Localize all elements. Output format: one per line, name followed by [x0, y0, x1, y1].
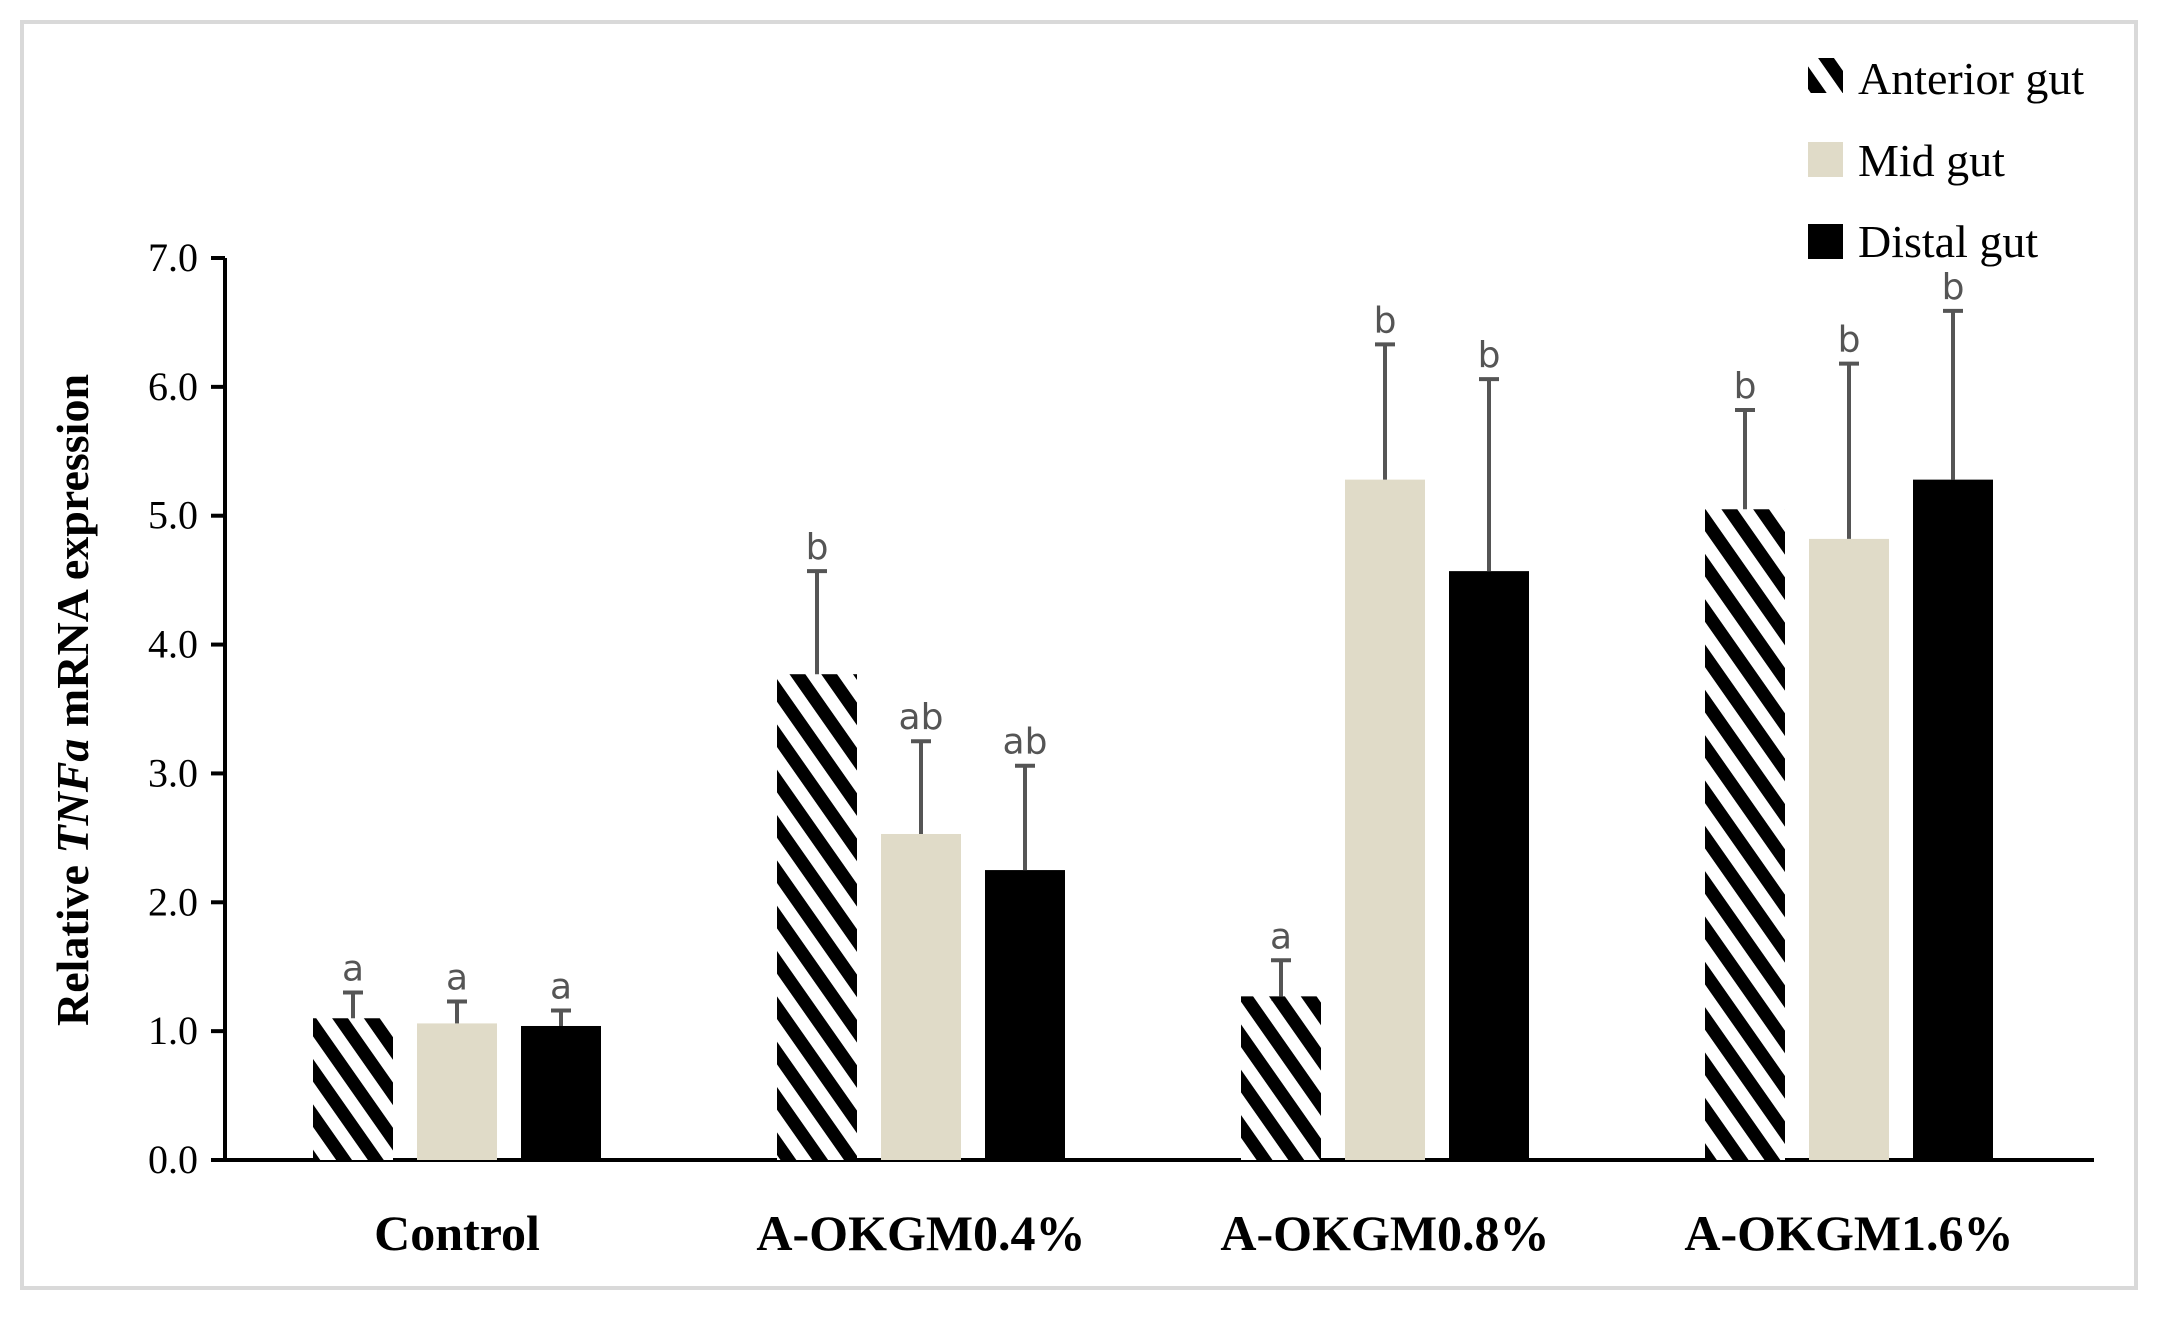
significance-label-anterior-gut-a-okgm1-6: b	[1734, 366, 1757, 407]
bar-mid-gut-a-okgm1-6	[1809, 538, 1889, 1160]
legend-label-mid-gut: Mid gut	[1858, 135, 2005, 186]
bar-anterior-gut-a-okgm0-4	[777, 674, 857, 1160]
bar-mid-gut-a-okgm0-4	[881, 833, 961, 1160]
legend-label-anterior-gut: Anterior gut	[1858, 53, 2084, 104]
category-label-a-okgm1-6: A-OKGM1.6%	[1684, 1205, 2013, 1261]
y-tick-label: 2.0	[148, 879, 198, 924]
category-label-a-okgm0-4: A-OKGM0.4%	[756, 1205, 1085, 1261]
legend-label-distal-gut: Distal gut	[1858, 216, 2038, 267]
significance-label-distal-gut-control: a	[550, 967, 572, 1008]
legend-item-anterior-gut: Anterior gut	[1808, 53, 2084, 104]
error-bars	[343, 308, 1963, 1026]
legend-swatch-mid-gut	[1808, 142, 1843, 177]
y-tick-label: 3.0	[148, 750, 198, 795]
legend-item-mid-gut: Mid gut	[1808, 135, 2005, 186]
y-tick-label: 6.0	[148, 364, 198, 409]
legend-item-distal-gut: Distal gut	[1808, 216, 2038, 267]
significance-label-anterior-gut-a-okgm0-4: b	[806, 527, 829, 568]
significance-label-distal-gut-a-okgm0-8: b	[1478, 335, 1501, 376]
bar-mid-gut-a-okgm0-8	[1345, 479, 1425, 1160]
significance-label-mid-gut-control: a	[446, 958, 468, 999]
bar-anterior-gut-control	[313, 1018, 393, 1160]
y-axis-label-suffix: mRNA expression	[47, 374, 98, 739]
significance-label-mid-gut-a-okgm0-4: ab	[899, 697, 944, 738]
category-label-control: Control	[374, 1205, 540, 1261]
legend-swatch-distal-gut	[1808, 224, 1843, 259]
y-tick-label: 4.0	[148, 622, 198, 667]
significance-label-anterior-gut-a-okgm0-8: a	[1270, 916, 1292, 957]
significance-label-distal-gut-a-okgm1-6: b	[1942, 267, 1965, 308]
y-ticks: 0.0 1.0 2.0 3.0 4.0 5.0 6.0 7.0	[148, 235, 225, 1182]
bars	[313, 479, 1993, 1160]
legend-swatch-anterior-gut	[1808, 58, 1843, 93]
significance-label-mid-gut-a-okgm0-8: b	[1374, 300, 1397, 341]
category-label-a-okgm0-8: A-OKGM0.8%	[1220, 1205, 1549, 1261]
legend: Anterior gut Mid gut Distal gut	[1808, 53, 2084, 267]
bar-distal-gut-a-okgm0-4	[985, 870, 1065, 1160]
bar-anterior-gut-a-okgm1-6	[1705, 509, 1785, 1160]
category-labels: Control A-OKGM0.4% A-OKGM0.8% A-OKGM1.6%	[374, 1205, 2013, 1261]
significance-label-distal-gut-a-okgm0-4: ab	[1003, 722, 1048, 763]
bar-anterior-gut-a-okgm0-8	[1241, 996, 1321, 1160]
y-axis-label: Relative TNFa mRNA expression	[47, 374, 98, 1026]
y-tick-label: 7.0	[148, 235, 198, 280]
y-tick-label: 5.0	[148, 493, 198, 538]
y-tick-label: 1.0	[148, 1008, 198, 1053]
significance-label-anterior-gut-control: a	[342, 948, 364, 989]
bar-distal-gut-a-okgm0-8	[1449, 571, 1529, 1160]
y-axis-label-gene: TNFa	[47, 739, 98, 854]
bar-mid-gut-control	[417, 1023, 497, 1160]
y-axis-label-prefix: Relative	[47, 854, 98, 1026]
bar-distal-gut-control	[521, 1025, 601, 1160]
y-tick-label: 0.0	[148, 1137, 198, 1182]
bar-distal-gut-a-okgm1-6	[1913, 479, 1993, 1160]
significance-label-mid-gut-a-okgm1-6: b	[1838, 320, 1861, 361]
